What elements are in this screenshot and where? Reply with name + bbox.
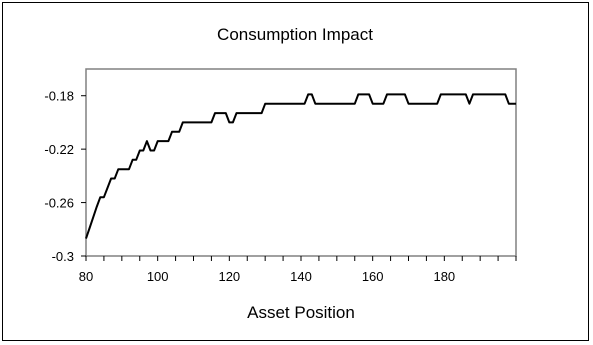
x-tick-label: 100	[147, 269, 169, 284]
y-tick-label: -0.18	[44, 89, 74, 104]
series-layer	[85, 93, 516, 239]
y-tick-label: -0.3	[52, 249, 74, 264]
y-axis: -0.3 -0.26 -0.22 -0.18	[44, 89, 86, 264]
x-axis-label: Asset Position	[247, 303, 355, 322]
x-tick-label: 120	[218, 269, 240, 284]
series-line	[85, 93, 516, 239]
plot-area	[85, 68, 517, 257]
x-tick-label: 180	[433, 269, 455, 284]
x-tick-label: 80	[79, 269, 93, 284]
x-axis: 80 100 120 140 160 180	[79, 256, 517, 284]
x-tick-label: 160	[362, 269, 384, 284]
x-tick-label: 140	[290, 269, 312, 284]
y-tick-label: -0.26	[44, 196, 74, 211]
chart-title: Consumption Impact	[217, 25, 373, 44]
y-tick-label: -0.22	[44, 142, 74, 157]
